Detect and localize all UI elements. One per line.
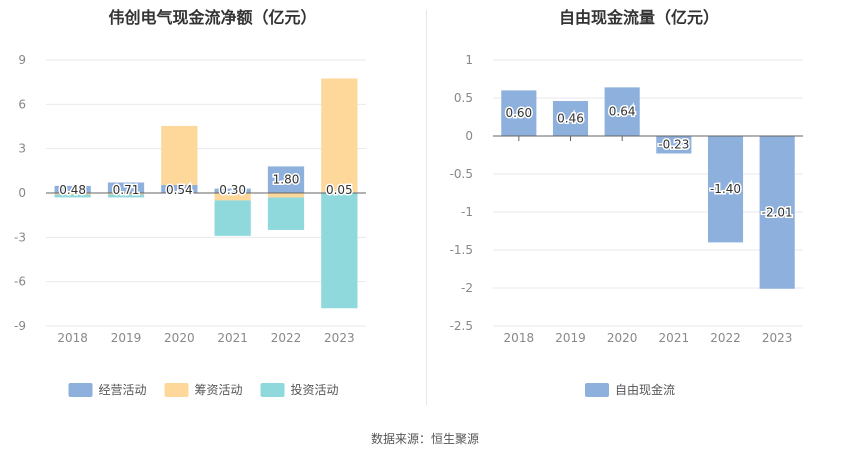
x-tick-label: 2023 xyxy=(324,331,355,345)
bar-financing xyxy=(54,193,91,195)
bar-financing xyxy=(161,125,198,186)
data-label: 0.71 xyxy=(113,183,140,197)
left-chart-title: 伟创电气现金流净额（亿元） xyxy=(108,8,317,27)
left-chart-svg: 9 6 3 0 -3 -6 -9 2018 2019 2020 2021 2022 2023 0.48 0.… xyxy=(14,53,366,397)
bar-operating xyxy=(107,182,145,193)
x-tick-label: 2021 xyxy=(217,331,248,345)
bar-investing xyxy=(321,193,358,309)
bar-free xyxy=(759,136,795,289)
right-chart-svg: 1 0.5 0 -0.5 -1 -1.5 -2 -2.5 2018 2019 2020 2021 202… xyxy=(450,53,803,397)
data-label: -2.01 xyxy=(762,205,793,219)
x-tick-label: 2018 xyxy=(57,331,88,345)
bar-operating xyxy=(54,185,91,193)
x-tick-label: 2022 xyxy=(271,331,302,345)
x-tick-label: 2019 xyxy=(111,331,142,345)
y-tick-label: 9 xyxy=(18,53,26,67)
data-label: -1.40 xyxy=(710,182,741,196)
y-tick-label: 0 xyxy=(18,186,26,200)
bar-operating xyxy=(161,185,198,193)
y-tick-label: -0.5 xyxy=(450,167,473,181)
bar-operating xyxy=(267,166,305,193)
bar-investing xyxy=(54,194,91,198)
left-chart-panel: 伟创电气现金流净额（亿元） 9 6 3 0 -3 -6 -9 2018 2019 2020 2021… xyxy=(0,0,425,410)
bar-financing xyxy=(267,193,305,198)
y-tick-label: 6 xyxy=(18,97,26,111)
x-tick-label: 2021 xyxy=(659,331,690,345)
bar-investing xyxy=(214,200,251,236)
y-tick-label: 0.5 xyxy=(454,91,473,105)
panel-divider xyxy=(426,10,427,405)
bar-investing xyxy=(267,197,305,230)
x-tick-label: 2020 xyxy=(607,331,638,345)
bar-free xyxy=(656,136,692,154)
bar-financing xyxy=(107,193,145,195)
legend-label: 经营活动 xyxy=(99,383,147,397)
x-tick-label: 2023 xyxy=(762,331,793,345)
x-tick-label: 2019 xyxy=(555,331,586,345)
y-tick-label: -2.5 xyxy=(450,319,473,333)
y-tick-label: -1.5 xyxy=(450,243,473,257)
data-label: 0.05 xyxy=(326,183,353,197)
data-label: 0.30 xyxy=(219,183,246,197)
data-source-note: 数据来源：恒生聚源 xyxy=(370,432,479,446)
x-tick-label: 2018 xyxy=(504,331,535,345)
y-tick-label: -6 xyxy=(14,275,26,289)
bar-investing xyxy=(107,194,145,198)
data-label: 0.60 xyxy=(505,106,532,120)
x-tick-label: 2020 xyxy=(164,331,195,345)
y-tick-label: 1 xyxy=(465,53,473,67)
y-tick-label: 3 xyxy=(18,142,26,156)
legend-label: 自由现金流 xyxy=(615,382,675,397)
bar-free xyxy=(501,90,537,136)
data-label: 0.64 xyxy=(609,105,636,119)
legend-label: 筹资活动 xyxy=(195,383,243,397)
bar-free xyxy=(604,87,640,136)
data-label: -0.23 xyxy=(658,138,689,152)
legend-swatch-operating xyxy=(68,383,93,397)
y-tick-label: -3 xyxy=(14,230,26,244)
legend-swatch-investing xyxy=(260,383,285,397)
y-tick-label: -9 xyxy=(14,319,26,333)
bar-free xyxy=(707,136,744,243)
legend-swatch-financing xyxy=(164,383,189,397)
data-label: 0.54 xyxy=(166,183,193,197)
y-tick-label: -2 xyxy=(461,281,473,295)
y-tick-label: -1 xyxy=(461,205,473,219)
bar-free xyxy=(552,101,589,136)
right-chart-panel: 自由现金流量（亿元） 1 0.5 0 -0.5 -1 -1.5 -2 -2.5 2018 2019… xyxy=(428,0,850,410)
bar-operating xyxy=(214,188,251,193)
legend-label: 投资活动 xyxy=(291,382,339,397)
data-label: 1.80 xyxy=(273,173,300,187)
bar-financing xyxy=(214,193,251,201)
bar-financing xyxy=(321,78,358,193)
data-label: 0.46 xyxy=(557,112,584,126)
legend-swatch-free xyxy=(585,383,609,397)
y-tick-label: 0 xyxy=(465,129,473,143)
data-label: 0.48 xyxy=(59,183,86,197)
right-chart-title: 自由现金流量（亿元） xyxy=(558,8,719,27)
x-tick-label: 2022 xyxy=(710,331,741,345)
